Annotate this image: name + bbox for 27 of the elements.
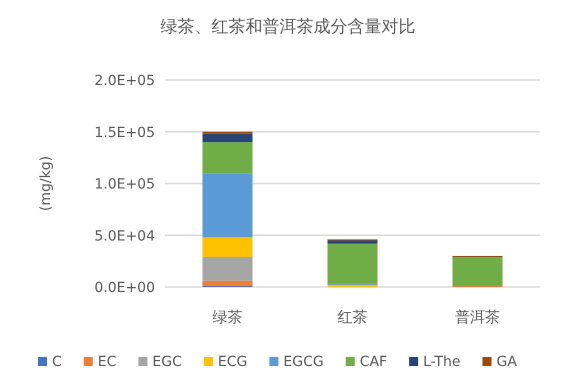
- bar: [328, 244, 378, 284]
- bar: [202, 142, 252, 174]
- legend-label: EGCG: [283, 354, 324, 370]
- legend-label: EGC: [152, 354, 182, 370]
- legend-label: EC: [98, 354, 117, 370]
- legend-label: CAF: [360, 354, 388, 370]
- bar: [452, 256, 502, 286]
- legend-label: C: [52, 354, 62, 370]
- legend-label: ECG: [218, 354, 248, 370]
- x-tick-label: 绿茶: [212, 308, 242, 326]
- y-tick-label: 1.0E+05: [94, 176, 155, 192]
- y-tick-label: 1.5E+05: [94, 124, 155, 141]
- bar: [328, 240, 378, 244]
- y-tick-label: 2.0E+05: [94, 73, 155, 89]
- bar: [202, 237, 252, 257]
- bar: [202, 173, 252, 238]
- y-tick-label: 0.0E+00: [94, 280, 155, 296]
- y-axis-title: (mg/kg): [38, 156, 54, 212]
- x-tick-label: 普洱茶: [455, 308, 500, 326]
- legend-label: GA: [496, 354, 518, 370]
- legend-label: L-The: [423, 354, 460, 370]
- bar: [202, 280, 252, 286]
- y-tick-label: 5.0E+04: [94, 228, 156, 244]
- x-tick-label: 红茶: [338, 308, 368, 326]
- bar: [202, 256, 252, 281]
- bar: [202, 134, 252, 142]
- chart-title: 绿茶、红茶和普洱茶成分含量对比: [160, 17, 416, 37]
